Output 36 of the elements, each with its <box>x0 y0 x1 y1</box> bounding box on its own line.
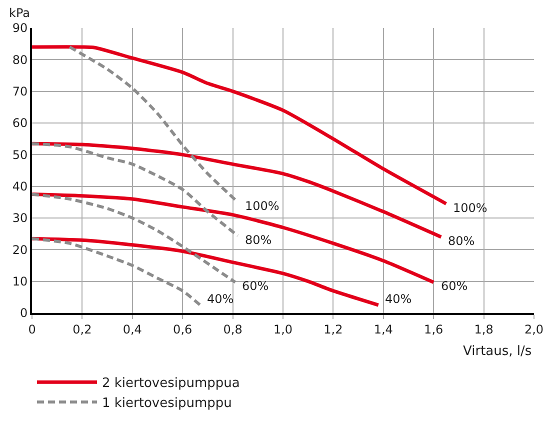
x-tick-label: 0,2 <box>72 322 92 336</box>
x-tick-label: 2,0 <box>524 322 544 336</box>
x-tick-label: 1,8 <box>474 322 494 336</box>
y-tick-label: 90 <box>12 21 28 36</box>
annotation: 60% <box>441 279 468 293</box>
legend-label: 1 kiertovesipumppu <box>102 396 232 412</box>
y-tick-label: 0 <box>20 306 28 320</box>
annotation: 40% <box>207 292 234 306</box>
line-series <box>32 236 380 307</box>
y-tick-label: 10 <box>12 274 28 289</box>
line-series <box>32 142 240 238</box>
annotation: 40% <box>385 292 412 306</box>
annotation: 100% <box>245 199 280 213</box>
y-tick-label: 20 <box>12 242 28 257</box>
y-tick-label: 70 <box>12 84 28 99</box>
x-axis-title: Virtaus, l/s <box>463 344 532 359</box>
y-tick-label: 30 <box>12 211 28 226</box>
annotation: 100% <box>453 201 488 215</box>
legend-label: 2 kiertovesipumppua <box>102 376 240 392</box>
line-series <box>32 237 202 307</box>
line-series <box>32 192 237 284</box>
annotation: 80% <box>245 233 272 247</box>
y-tick-label: 60 <box>12 116 28 130</box>
annotation: 60% <box>242 279 269 293</box>
x-tick-label: 1,2 <box>324 322 343 336</box>
x-tick-label: 1,0 <box>273 322 293 336</box>
y-tick-label: 80 <box>12 52 28 67</box>
x-tick-label: 0,6 <box>173 322 192 336</box>
x-tick-label: 0,8 <box>223 322 242 336</box>
x-tick-label: 1,4 <box>374 322 393 336</box>
y-axis-title: kPa <box>9 6 30 20</box>
y-tick-label: 50 <box>12 148 28 162</box>
y-tick-label: 40 <box>12 180 28 194</box>
x-tick-label: 0,4 <box>122 322 142 336</box>
annotation: 80% <box>448 234 475 248</box>
x-tick-label: 1,6 <box>424 322 444 336</box>
